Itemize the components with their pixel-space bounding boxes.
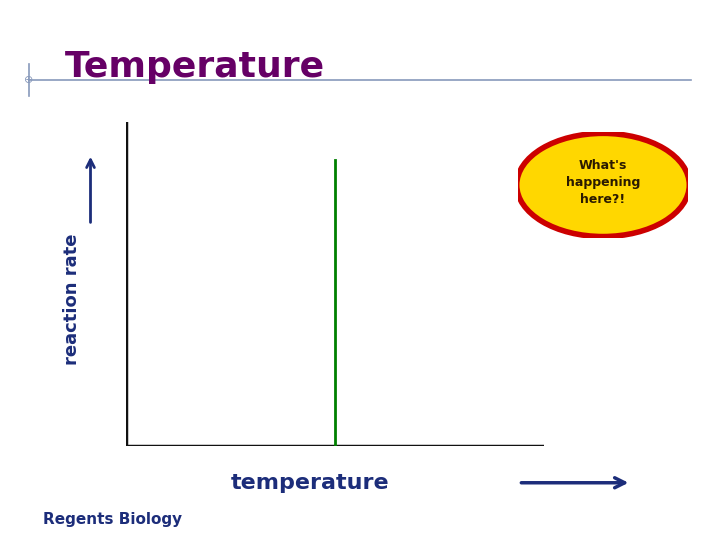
Text: ⊕: ⊕ — [24, 75, 34, 85]
Text: Regents Biology: Regents Biology — [43, 512, 182, 527]
Ellipse shape — [517, 133, 689, 237]
Text: Temperature: Temperature — [65, 51, 325, 84]
Text: reaction rate: reaction rate — [63, 234, 81, 366]
Text: What's
happening
here?!: What's happening here?! — [566, 159, 640, 206]
Text: temperature: temperature — [230, 472, 389, 493]
